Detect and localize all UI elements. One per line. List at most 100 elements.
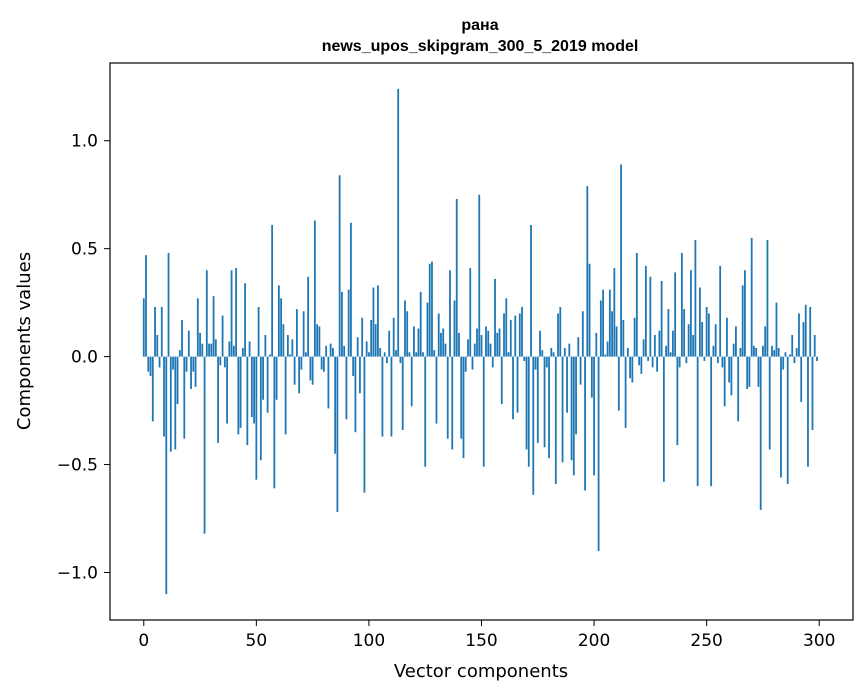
bar [581,311,584,357]
bar [563,347,566,357]
bar [631,356,634,383]
bar [286,335,289,357]
bar [469,268,472,357]
bar [640,356,643,374]
bar [786,356,789,484]
bar [298,356,301,394]
bar [345,356,348,420]
bar [165,356,168,595]
bar [397,88,400,357]
bar [187,330,190,357]
bar [473,343,476,357]
bar [300,356,303,370]
bar [651,356,654,368]
bar [246,356,249,446]
bar [527,356,530,467]
bar [262,356,264,400]
bar [334,356,337,454]
bar [160,306,163,357]
bar [680,252,683,357]
bar [361,317,364,357]
bar [588,263,591,357]
bar [426,302,429,357]
bar [219,356,222,366]
bar [453,300,456,357]
bar [250,356,253,418]
bar [178,350,181,357]
bar [190,356,192,389]
y-tick-label: −0.5 [57,456,98,476]
bar [575,356,577,435]
bar [726,317,728,357]
bar [554,356,557,484]
bar [332,347,334,357]
bar [768,356,771,450]
x-tick-label: 300 [803,631,835,651]
bar [703,356,706,361]
bar [602,289,604,357]
bar [694,240,697,357]
bar [530,224,532,357]
x-axis-label: Vector components [394,661,568,682]
bar [548,356,550,459]
bar [142,298,145,357]
y-axis-label: Components values [14,252,35,430]
bar [482,356,485,467]
bar [653,335,656,357]
bar [410,356,413,407]
bar [732,343,735,357]
bar [685,356,688,364]
bar [604,354,607,357]
bar [671,330,674,357]
bar [271,224,274,357]
bar [406,311,409,357]
bar [417,328,420,357]
bar [762,345,764,357]
bar [293,356,296,385]
y-tick-label: 1.0 [71,132,98,152]
bar [735,326,737,357]
bar [800,356,803,402]
bar [692,335,695,357]
bar [476,328,478,357]
bar [550,347,553,357]
bar [149,356,152,377]
bar [275,356,278,400]
bar [464,356,467,372]
bar [728,356,731,383]
bar [460,356,463,439]
x-tick-label: 100 [353,631,385,651]
bar [739,347,742,357]
bar [485,326,487,357]
bar [491,356,494,368]
bar [624,356,627,428]
bar [566,356,568,413]
bar [363,356,366,493]
bar [649,276,652,357]
bar [518,313,521,357]
bar [789,354,791,357]
bar [356,337,359,357]
y-tick-label: 0.0 [71,348,98,368]
bar [714,324,717,357]
bar [167,252,170,357]
bar [199,332,201,357]
bar [791,335,794,357]
bar [374,324,377,357]
bar [437,313,440,357]
bar [611,311,613,357]
bar [579,356,582,385]
bar [642,339,645,357]
bar [221,315,224,357]
bar [422,352,424,357]
bar [516,356,519,413]
bar [444,343,447,357]
bar [678,356,681,368]
bar [676,356,679,446]
bar [759,356,762,510]
bar [350,222,352,357]
bar [359,356,361,394]
bar [737,356,740,422]
bar [813,335,816,357]
